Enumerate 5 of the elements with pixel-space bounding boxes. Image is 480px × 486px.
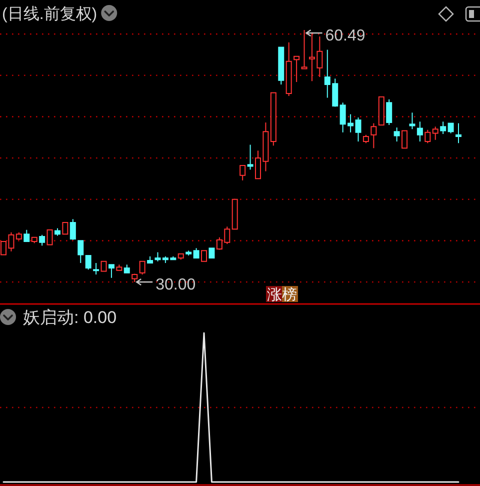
title: 妖启动: 0.00	[23, 308, 117, 327]
annotation: 30.00	[156, 276, 196, 294]
annotation: 60.49	[325, 28, 366, 44]
annotation: 涨榜	[266, 286, 298, 304]
title: (日线.前复权)	[2, 6, 98, 23]
